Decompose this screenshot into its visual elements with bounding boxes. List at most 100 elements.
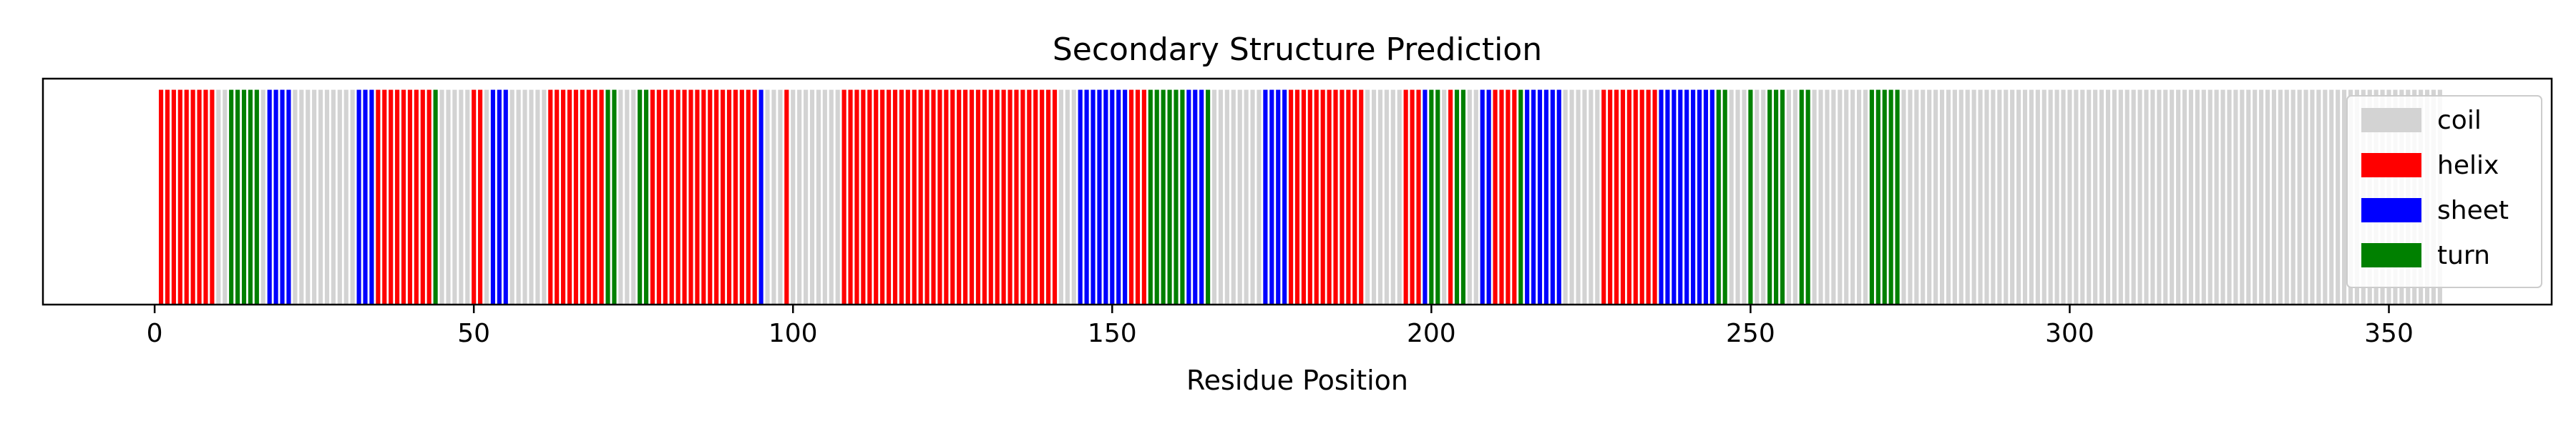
bar-helix-residue-137 (1026, 89, 1033, 305)
bar-coil-residue-314 (2156, 89, 2162, 305)
bar-coil-residue-301 (2073, 89, 2079, 305)
bar-helix-residue-182 (1313, 89, 1319, 305)
bar-helix-residue-233 (1639, 89, 1645, 305)
chart-title: Secondary Structure Prediction (1053, 31, 1542, 68)
bar-coil-residue-104 (815, 89, 821, 305)
bar-turn-residue-214 (1518, 89, 1524, 305)
bar-helix-residue-37 (388, 89, 394, 305)
bar-coil-residue-295 (2034, 89, 2041, 305)
bar-coil-residue-281 (1945, 89, 1952, 305)
bar-coil-residue-338 (2309, 89, 2316, 305)
bar-sheet-residue-53 (489, 89, 497, 305)
bar-coil-residue-278 (1926, 89, 1933, 305)
bar-coil-residue-193 (1383, 89, 1390, 305)
bar-coil-residue-251 (1754, 89, 1760, 305)
bar-helix-residue-116 (892, 89, 899, 305)
bar-coil-residue-343 (2341, 89, 2348, 305)
bar-coil-residue-252 (1760, 89, 1767, 305)
bar-coil-residue-298 (2054, 89, 2060, 305)
bar-helix-residue-153 (1128, 89, 1135, 305)
bar-sheet-residue-95 (758, 89, 764, 305)
legend-label-sheet: sheet (2437, 196, 2509, 225)
bar-sheet-residue-21 (286, 89, 292, 305)
bar-coil-residue-266 (1850, 89, 1856, 305)
x-tick-label: 250 (1726, 319, 1775, 348)
bar-helix-residue-66 (572, 89, 579, 305)
bar-coil-residue-47 (452, 89, 458, 305)
bar-helix-residue-154 (1134, 89, 1141, 305)
bar-sheet-residue-152 (1122, 89, 1128, 305)
bar-coil-residue-103 (809, 89, 816, 305)
bar-helix-residue-84 (688, 89, 694, 305)
bar-coil-residue-24 (305, 89, 311, 305)
x-tick-label: 150 (1088, 319, 1137, 348)
bar-coil-residue-45 (439, 89, 445, 305)
bar-sheet-residue-238 (1671, 89, 1677, 305)
bar-coil-residue-167 (1217, 89, 1224, 305)
bar-coil-residue-306 (2104, 89, 2112, 305)
bar-sheet-residue-175 (1269, 89, 1275, 305)
bar-coil-residue-294 (2028, 89, 2035, 305)
bar-helix-residue-132 (994, 89, 1000, 305)
bar-helix-residue-235 (1652, 89, 1658, 305)
bar-helix-residue-85 (694, 89, 701, 305)
bar-helix-residue-87 (707, 89, 713, 305)
bar-coil-residue-339 (2316, 89, 2322, 305)
bar-coil-residue-280 (1938, 89, 1946, 305)
bar-coil-residue-222 (1568, 89, 1575, 305)
bar-coil-residue-303 (2086, 89, 2092, 305)
bar-helix-residue-63 (554, 89, 560, 305)
bar-sheet-residue-240 (1684, 89, 1690, 305)
bar-helix-residue-93 (745, 89, 751, 305)
bar-helix-residue-40 (406, 89, 414, 305)
x-tick-label: 200 (1407, 319, 1456, 348)
bar-turn-residue-272 (1888, 89, 1894, 305)
bar-coil-residue-247 (1728, 89, 1735, 305)
bar-sheet-residue-237 (1664, 89, 1671, 305)
bar-coil-residue-312 (2143, 89, 2150, 305)
bar-helix-residue-78 (649, 89, 656, 305)
legend-label-helix: helix (2437, 151, 2499, 180)
bar-coil-residue-262 (1824, 89, 1830, 305)
bar-coil-residue-202 (1441, 89, 1448, 305)
x-axis-ticks: 0 50 100 150 200 250 300 350 (147, 305, 2414, 348)
bar-helix-residue-139 (1039, 89, 1045, 305)
bar-coil-residue-206 (1466, 89, 1473, 305)
bar-helix-residue-123 (937, 89, 943, 305)
bar-coil-residue-60 (535, 89, 541, 305)
bar-helix-residue-35 (375, 89, 381, 305)
bar-helix-residue-179 (1294, 89, 1301, 305)
bar-coil-residue-337 (2303, 89, 2309, 305)
bar-helix-residue-70 (598, 89, 605, 305)
bar-sheet-residue-220 (1556, 89, 1562, 305)
axes-frame (42, 77, 2553, 306)
bar-sheet-residue-20 (279, 89, 286, 305)
bar-helix-residue-88 (713, 89, 720, 305)
bar-turn-residue-270 (1875, 89, 1881, 305)
bar-coil-residue-100 (790, 89, 796, 305)
bar-sheet-residue-176 (1275, 89, 1282, 305)
bar-turn-residue-250 (1747, 89, 1754, 305)
bar-coil-residue-308 (2117, 89, 2124, 305)
bar-turn-residue-200 (1428, 89, 1435, 305)
legend: coil helix sheet turn (2346, 95, 2542, 288)
bar-coil-residue-300 (2067, 89, 2073, 305)
bar-sheet-residue-215 (1524, 89, 1531, 305)
bar-helix-residue-125 (950, 89, 956, 305)
bar-coil-residue-311 (2137, 89, 2143, 305)
bar-coil-residue-97 (771, 89, 777, 305)
bar-coil-residue-221 (1562, 89, 1568, 305)
bar-sheet-residue-55 (502, 89, 509, 305)
bar-sheet-residue-33 (362, 89, 369, 305)
bar-coil-residue-267 (1855, 89, 1863, 305)
bar-helix-residue-196 (1402, 89, 1409, 305)
bar-helix-residue-91 (732, 89, 739, 305)
bar-coil-residue-340 (2322, 89, 2328, 305)
bar-sheet-residue-54 (496, 89, 502, 305)
bar-coil-residue-284 (1964, 89, 1971, 305)
bar-helix-residue-187 (1345, 89, 1352, 305)
bar-helix-residue-7 (196, 89, 203, 305)
bar-sheet-residue-236 (1658, 89, 1664, 305)
bar-coil-residue-26 (318, 89, 324, 305)
bar-turn-residue-255 (1779, 89, 1786, 305)
